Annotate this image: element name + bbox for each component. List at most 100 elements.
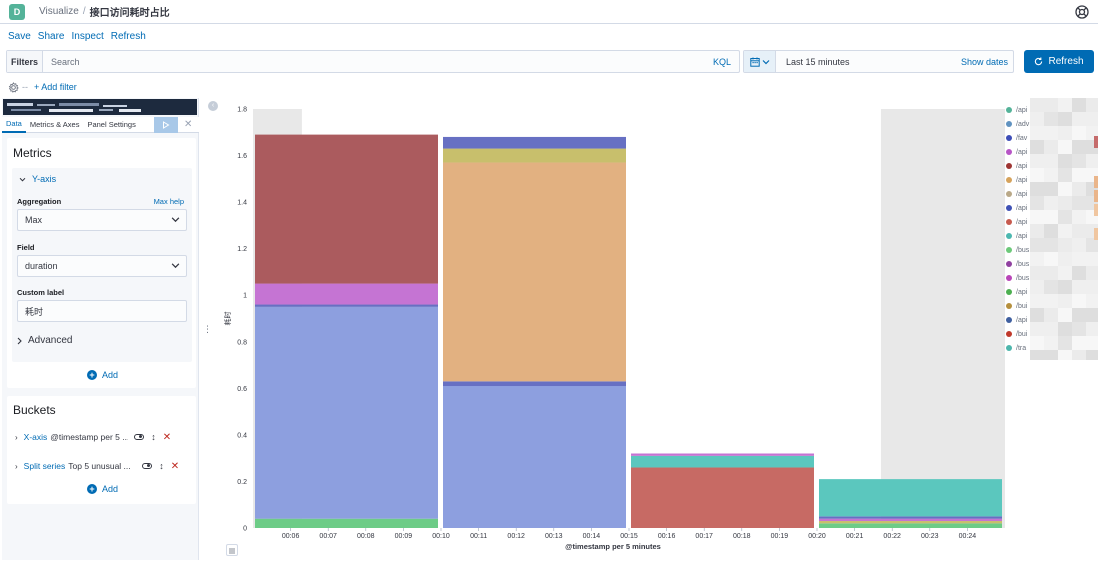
legend-item[interactable]: /api bbox=[1006, 216, 1027, 228]
legend-label: /bui bbox=[1016, 330, 1028, 338]
xaxis-bucket-link[interactable]: X-axis bbox=[23, 432, 48, 442]
gear-icon[interactable] bbox=[8, 81, 19, 93]
add-bucket-button[interactable]: + Add bbox=[87, 484, 118, 494]
bar-segment bbox=[443, 148, 626, 163]
redaction-tile bbox=[1044, 238, 1058, 252]
legend-item[interactable]: /bui bbox=[1006, 300, 1027, 312]
field-select[interactable]: duration bbox=[17, 255, 187, 277]
x-tick-label: 00:13 bbox=[545, 533, 563, 540]
split-series-bucket-desc: Top 5 unusual ... bbox=[68, 461, 131, 471]
toggle-icon[interactable] bbox=[142, 463, 153, 469]
legend-dot-icon bbox=[1006, 107, 1012, 113]
date-picker: Last 15 minutes Show dates bbox=[743, 50, 1014, 73]
legend-dot-icon bbox=[1006, 149, 1012, 155]
toggle-icon[interactable] bbox=[134, 434, 145, 440]
time-range-text[interactable]: Last 15 minutes bbox=[786, 56, 850, 67]
share-link[interactable]: Share bbox=[37, 30, 65, 42]
search-input[interactable] bbox=[43, 51, 713, 72]
legend-item[interactable]: /api bbox=[1006, 314, 1027, 326]
redaction-tile bbox=[1030, 224, 1044, 238]
bar-segment bbox=[255, 134, 438, 284]
resize-handle-icon[interactable]: ⋮ bbox=[203, 324, 212, 334]
x-tick-label: 00:20 bbox=[808, 533, 826, 540]
redaction-tile bbox=[1030, 308, 1044, 322]
legend-item[interactable]: /bus bbox=[1006, 258, 1029, 270]
max-help-link[interactable]: Max help bbox=[153, 197, 184, 206]
kql-toggle[interactable]: KQL bbox=[712, 56, 731, 67]
apply-changes-button[interactable] bbox=[154, 117, 178, 133]
tab-data[interactable]: Data bbox=[2, 117, 26, 133]
legend-item[interactable]: /api bbox=[1006, 202, 1027, 214]
tab-panel-settings[interactable]: Panel Settings bbox=[87, 120, 136, 129]
quick-menu-button[interactable] bbox=[744, 51, 776, 72]
chevron-right-icon[interactable]: › bbox=[15, 432, 18, 442]
legend-item[interactable]: /fav bbox=[1006, 132, 1027, 144]
space-avatar[interactable]: D bbox=[9, 3, 25, 20]
redaction-tile bbox=[1094, 176, 1098, 188]
yaxis-toggle[interactable]: Y-axis bbox=[19, 174, 56, 184]
legend-item[interactable]: /tra bbox=[1006, 342, 1026, 354]
legend-item[interactable]: /api bbox=[1006, 286, 1027, 298]
redaction-tile bbox=[1086, 350, 1098, 360]
legend-item[interactable]: /api bbox=[1006, 188, 1027, 200]
remove-icon[interactable]: ✕ bbox=[162, 431, 172, 443]
redaction-tile bbox=[1094, 136, 1098, 148]
help-icon[interactable] bbox=[1074, 4, 1090, 20]
bar-segment bbox=[443, 136, 626, 149]
redaction-tile bbox=[1044, 224, 1058, 238]
y-tick-label: 0.2 bbox=[237, 479, 247, 486]
drag-handle-icon[interactable]: ↕ bbox=[151, 432, 156, 442]
redaction-tile bbox=[1072, 322, 1086, 336]
refresh-button[interactable]: Refresh bbox=[1024, 50, 1094, 73]
legend-item[interactable]: /api bbox=[1006, 160, 1027, 172]
legend-item[interactable]: /api bbox=[1006, 174, 1027, 186]
legend-label: /api bbox=[1016, 316, 1028, 324]
redaction-tile bbox=[1044, 168, 1058, 182]
breadcrumb-visualize[interactable]: Visualize bbox=[39, 6, 79, 17]
save-link[interactable]: Save bbox=[8, 30, 31, 42]
redaction-tile bbox=[1072, 98, 1086, 112]
redaction-tile bbox=[1072, 126, 1086, 140]
plus-circle-icon: + bbox=[87, 370, 97, 380]
legend-label: /bus bbox=[1016, 246, 1030, 254]
yaxis-agg: Y-axis Aggregation Max help Max Field du… bbox=[12, 168, 192, 362]
legend-item[interactable]: /bus bbox=[1006, 272, 1029, 284]
legend-item[interactable]: /bui bbox=[1006, 328, 1027, 340]
legend-label: /api bbox=[1016, 190, 1028, 198]
legend-item[interactable]: /api bbox=[1006, 104, 1027, 116]
redaction-tile bbox=[1044, 308, 1058, 322]
split-series-bucket-link[interactable]: Split series bbox=[23, 461, 66, 471]
drag-handle-icon[interactable]: ↕ bbox=[159, 461, 164, 471]
legend-item[interactable]: /adv bbox=[1006, 118, 1029, 130]
legend-dot-icon bbox=[1006, 303, 1012, 309]
redaction-tile bbox=[1072, 168, 1086, 182]
add-filter-link[interactable]: + Add filter bbox=[34, 82, 77, 92]
chevron-right-icon[interactable]: › bbox=[15, 461, 18, 471]
filters-label[interactable]: Filters bbox=[7, 51, 43, 72]
aggregation-select[interactable]: Max bbox=[17, 209, 187, 231]
tab-metrics-axes[interactable]: Metrics & Axes bbox=[29, 120, 80, 129]
advanced-toggle[interactable]: Advanced bbox=[17, 335, 72, 346]
chevron-down-icon bbox=[19, 177, 26, 181]
redacted-legend-area bbox=[1030, 98, 1098, 360]
show-dates-link[interactable]: Show dates bbox=[960, 56, 1008, 67]
bucket-tools: ↕ ✕ bbox=[142, 461, 179, 472]
redaction-tile bbox=[1058, 196, 1072, 210]
legend-item[interactable]: /api bbox=[1006, 146, 1027, 158]
custom-label-input[interactable] bbox=[17, 300, 187, 322]
redaction-tile bbox=[1058, 252, 1072, 266]
collapse-sidebar-button[interactable]: ‹ bbox=[208, 101, 218, 111]
list-icon[interactable] bbox=[226, 544, 238, 556]
add-metric-button[interactable]: + Add bbox=[87, 370, 118, 380]
legend-label: /api bbox=[1016, 148, 1028, 156]
redaction-tile bbox=[1072, 238, 1086, 252]
legend-item[interactable]: /api bbox=[1006, 230, 1027, 242]
remove-icon[interactable]: ✕ bbox=[170, 460, 180, 472]
legend-item[interactable]: /bus bbox=[1006, 244, 1029, 256]
redaction-tile bbox=[1072, 294, 1086, 308]
index-pattern-title bbox=[3, 99, 197, 115]
discard-changes-button[interactable]: ✕ bbox=[184, 119, 193, 130]
inspect-link[interactable]: Inspect bbox=[71, 30, 104, 42]
redaction-tile bbox=[1072, 210, 1086, 224]
refresh-link[interactable]: Refresh bbox=[110, 30, 146, 42]
